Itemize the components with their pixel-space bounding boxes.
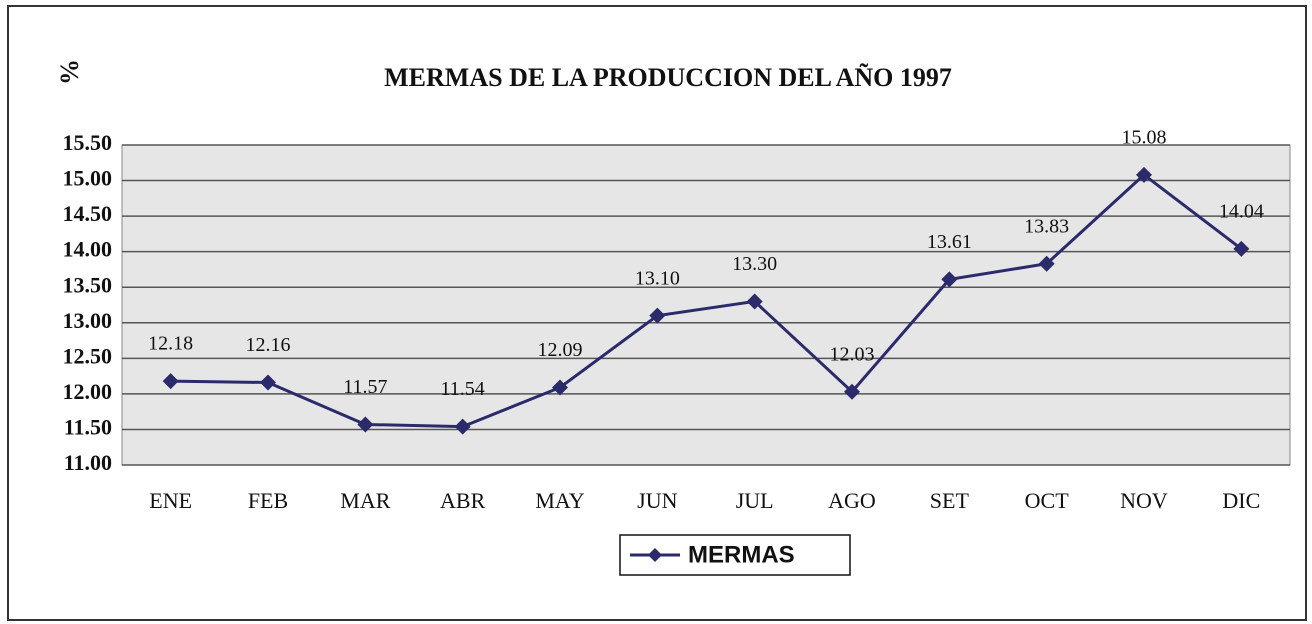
x-tick-label: JUL xyxy=(736,488,774,513)
chart-title: MERMAS DE LA PRODUCCION DEL AÑO 1997 xyxy=(384,63,952,92)
marker xyxy=(260,374,276,391)
legend-box xyxy=(619,534,851,576)
x-tick-label: FEB xyxy=(248,488,288,513)
data-label: 12.03 xyxy=(830,343,875,365)
data-label: 12.18 xyxy=(148,333,193,355)
data-label: 13.83 xyxy=(1024,215,1069,237)
legend-marker xyxy=(648,548,662,562)
x-tick-label: OCT xyxy=(1025,488,1070,513)
y-tick-label: 15.00 xyxy=(63,166,113,191)
y-tick-label: 11.00 xyxy=(64,450,112,475)
marker xyxy=(552,379,568,396)
y-tick-label: 14.50 xyxy=(63,201,113,226)
marker xyxy=(1233,240,1250,257)
marker xyxy=(162,373,179,390)
plot-area xyxy=(121,144,1291,466)
data-label: 13.10 xyxy=(635,267,680,289)
marker xyxy=(941,271,958,288)
marker xyxy=(454,418,471,435)
y-tick-label: 15.50 xyxy=(63,130,113,155)
x-tick-label: SET xyxy=(930,488,970,513)
y-tick-label: 13.00 xyxy=(63,308,113,333)
marker xyxy=(746,293,763,310)
data-label: 12.16 xyxy=(246,334,291,356)
y-tick-label: 13.50 xyxy=(63,272,113,297)
data-label: 11.57 xyxy=(343,376,387,398)
y-tick-label: 14.00 xyxy=(63,237,113,262)
x-tick-label: MAR xyxy=(340,488,390,513)
x-tick-label: NOV xyxy=(1120,488,1168,513)
marker xyxy=(357,416,374,433)
x-tick-label: ABR xyxy=(440,488,486,513)
y-axis-label: % xyxy=(55,59,84,85)
x-tick-label: ENE xyxy=(149,488,192,513)
marker xyxy=(1038,255,1055,272)
data-label: 15.08 xyxy=(1122,126,1167,148)
legend-label: MERMAS xyxy=(688,541,795,568)
data-label: 12.09 xyxy=(538,339,583,361)
line xyxy=(170,172,1243,429)
y-tick-label: 12.00 xyxy=(63,379,113,404)
y-tick-label: 12.50 xyxy=(63,343,113,368)
data-label: 11.54 xyxy=(441,378,485,400)
x-tick-label: DIC xyxy=(1222,488,1260,513)
marker xyxy=(844,383,860,400)
marker xyxy=(649,307,666,324)
x-tick-label: AGO xyxy=(828,488,876,513)
y-tick-label: 11.50 xyxy=(64,414,112,439)
data-label: 14.04 xyxy=(1219,200,1264,222)
x-tick-label: MAY xyxy=(535,488,584,513)
marker xyxy=(1136,166,1152,183)
x-tick-label: JUN xyxy=(637,488,677,513)
data-label: 13.61 xyxy=(927,231,972,253)
data-label: 13.30 xyxy=(732,253,777,275)
